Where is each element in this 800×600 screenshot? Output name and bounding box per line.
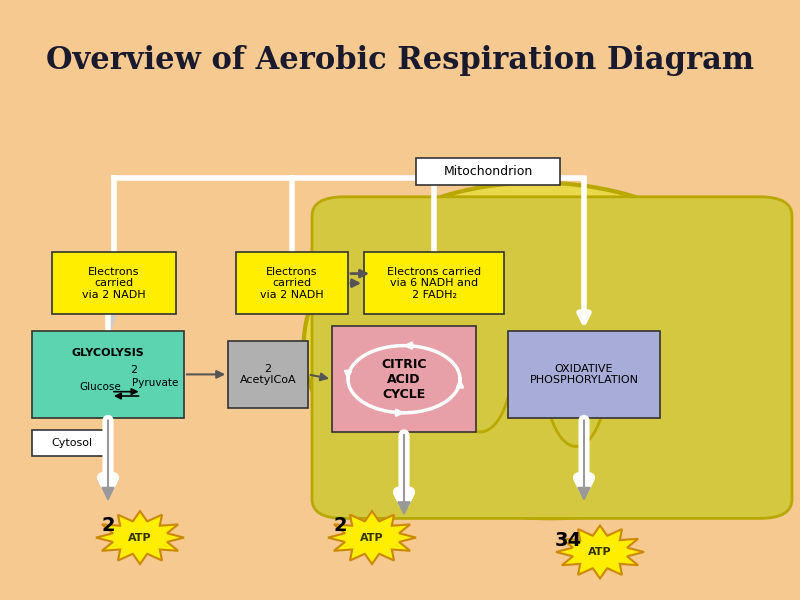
- Text: 2: 2: [101, 516, 115, 535]
- FancyBboxPatch shape: [228, 341, 308, 408]
- Text: Glucose: Glucose: [79, 382, 121, 392]
- FancyBboxPatch shape: [312, 197, 792, 518]
- FancyBboxPatch shape: [364, 252, 504, 314]
- Text: GLYCOLYSIS: GLYCOLYSIS: [72, 348, 144, 358]
- FancyBboxPatch shape: [32, 430, 112, 456]
- Text: OXIDATIVE
PHOSPHORYLATION: OXIDATIVE PHOSPHORYLATION: [530, 364, 638, 385]
- FancyBboxPatch shape: [332, 326, 476, 432]
- Text: ATP: ATP: [128, 533, 152, 542]
- FancyBboxPatch shape: [236, 252, 348, 314]
- Text: ATP: ATP: [588, 547, 612, 557]
- Text: 2
AcetylCoA: 2 AcetylCoA: [240, 364, 296, 385]
- Text: 34: 34: [554, 530, 582, 550]
- Polygon shape: [556, 526, 644, 578]
- Text: CITRIC
ACID
CYCLE: CITRIC ACID CYCLE: [382, 358, 426, 401]
- Ellipse shape: [304, 182, 784, 518]
- FancyBboxPatch shape: [32, 331, 184, 418]
- Text: ATP: ATP: [360, 533, 384, 542]
- FancyBboxPatch shape: [52, 252, 176, 314]
- Text: 2: 2: [130, 365, 138, 375]
- Text: Cytosol: Cytosol: [51, 438, 93, 448]
- FancyBboxPatch shape: [508, 331, 660, 418]
- FancyBboxPatch shape: [416, 158, 560, 185]
- Text: Pyruvate: Pyruvate: [132, 378, 178, 388]
- Text: Electrons
carried
via 2 NADH: Electrons carried via 2 NADH: [260, 266, 324, 300]
- Text: Mitochondrion: Mitochondrion: [443, 165, 533, 178]
- Text: Overview of Aerobic Respiration Diagram: Overview of Aerobic Respiration Diagram: [46, 44, 754, 76]
- Text: 2: 2: [333, 516, 347, 535]
- Polygon shape: [328, 511, 416, 564]
- Polygon shape: [96, 511, 184, 564]
- Text: Electrons
carried
via 2 NADH: Electrons carried via 2 NADH: [82, 266, 146, 300]
- Text: Electrons carried
via 6 NADH and
2 FADH₂: Electrons carried via 6 NADH and 2 FADH₂: [387, 266, 481, 300]
